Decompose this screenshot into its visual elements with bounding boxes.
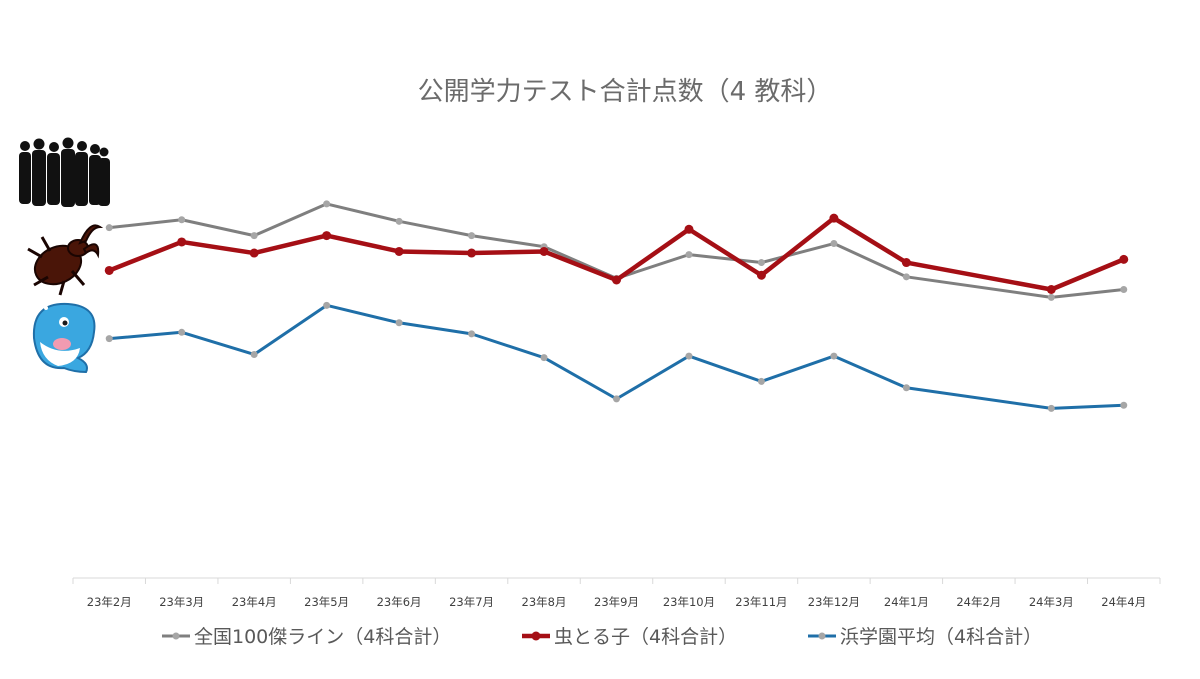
series-layer — [104, 200, 1129, 412]
x-tick-label: 23年4月 — [232, 595, 277, 609]
x-tick-label: 23年6月 — [377, 595, 422, 609]
x-tick-label: 24年3月 — [1029, 595, 1074, 609]
data-point — [613, 395, 620, 403]
x-tick-label: 23年10月 — [663, 595, 715, 609]
x-tick-label: 24年4月 — [1101, 595, 1146, 609]
x-tick-label: 23年8月 — [522, 595, 567, 609]
legend-label: 虫とる子（4科合計） — [554, 626, 737, 648]
x-axis-tick-labels: 23年2月 23年3月 23年4月 23年5月 23年6月 23年7月 23年8月 23年9月… — [87, 595, 1146, 609]
data-point — [685, 352, 693, 360]
legend-item: 浜学園平均（4科合計） — [808, 626, 1042, 648]
data-point — [104, 265, 114, 275]
data-point — [323, 200, 331, 208]
data-point — [395, 319, 403, 327]
data-point — [323, 301, 331, 309]
chart-title: 公開学力テスト合計点数（4 教科） — [418, 77, 833, 107]
data-point — [467, 248, 477, 258]
x-tick-label: 24年1月 — [884, 595, 929, 609]
x-tick-label: 24年2月 — [956, 595, 1001, 609]
series-line — [106, 215, 1127, 292]
x-tick-label: 23年11月 — [735, 595, 787, 609]
data-point — [685, 251, 693, 259]
data-point — [829, 213, 839, 223]
legend-swatch-marker — [172, 632, 180, 640]
whale-icon — [32, 302, 96, 374]
data-point — [1046, 284, 1056, 294]
legend-item: 全国100傑ライン（4科合計） — [162, 626, 451, 648]
data-point — [539, 246, 549, 256]
series-3 — [105, 301, 1128, 412]
data-point — [178, 216, 186, 224]
data-point — [468, 232, 476, 240]
data-point — [395, 217, 403, 225]
crowd-icon — [19, 137, 110, 207]
data-point — [178, 328, 186, 336]
data-point — [756, 270, 766, 280]
legend-swatch-marker — [818, 632, 826, 640]
data-point — [250, 232, 258, 240]
data-point — [1047, 404, 1055, 412]
x-tick-label: 23年3月 — [159, 595, 204, 609]
x-tick-label: 23年12月 — [808, 595, 860, 609]
data-point — [830, 352, 838, 360]
data-point — [684, 224, 694, 234]
data-point — [540, 354, 548, 362]
data-point — [105, 335, 113, 343]
x-tick-label: 23年9月 — [594, 595, 639, 609]
x-axis-ticks — [72, 578, 1161, 584]
data-point — [1047, 293, 1055, 301]
series-line — [107, 303, 1126, 410]
data-point — [1120, 401, 1128, 409]
stag-beetle-icon — [27, 224, 104, 296]
series-2 — [104, 213, 1129, 294]
legend: 全国100傑ライン（4科合計） 虫とる子（4科合計） 浜学園平均（4科合計） — [162, 626, 1042, 648]
series-line — [107, 202, 1126, 299]
data-point — [612, 275, 621, 285]
data-point — [901, 258, 911, 268]
data-point — [468, 330, 476, 338]
data-point — [250, 350, 258, 358]
data-point — [757, 259, 765, 267]
data-point — [902, 384, 910, 392]
x-tick-label: 23年5月 — [304, 595, 349, 609]
data-point — [902, 273, 910, 281]
x-tick-label: 23年7月 — [449, 595, 494, 609]
legend-label: 全国100傑ライン（4科合計） — [194, 626, 451, 648]
data-point — [394, 246, 404, 256]
legend-swatch-marker — [531, 631, 541, 641]
data-point — [105, 224, 113, 232]
data-point — [1120, 285, 1128, 293]
data-point — [1119, 254, 1129, 264]
x-tick-label: 23年2月 — [87, 595, 132, 609]
data-point — [757, 377, 765, 385]
data-point — [830, 240, 838, 248]
data-point — [177, 237, 187, 247]
legend-item: 虫とる子（4科合計） — [522, 626, 737, 648]
data-point — [322, 231, 332, 241]
legend-label: 浜学園平均（4科合計） — [840, 626, 1042, 648]
data-point — [249, 248, 259, 258]
